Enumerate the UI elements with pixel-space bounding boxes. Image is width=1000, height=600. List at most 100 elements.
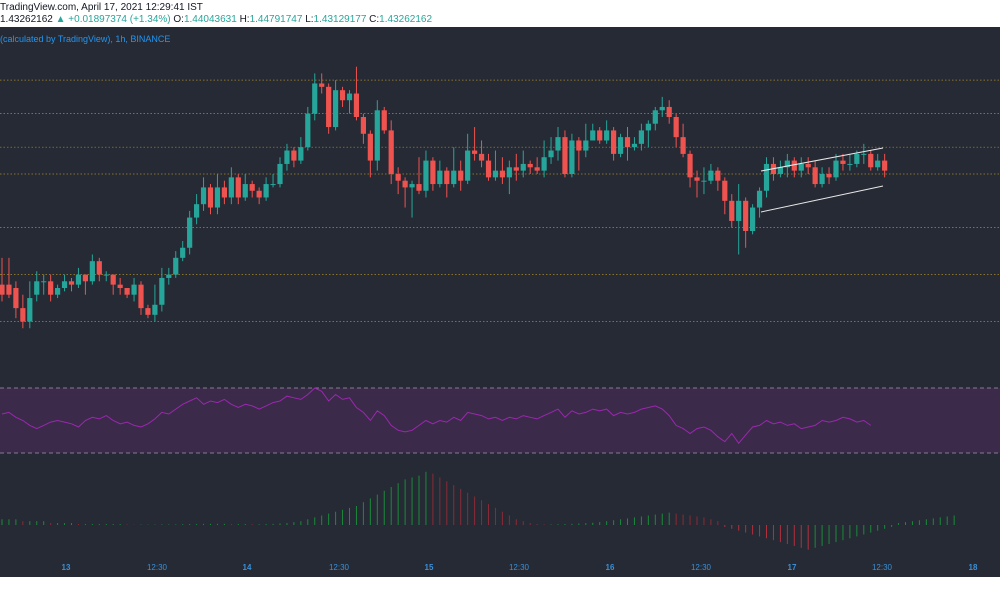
- candle-body: [20, 308, 26, 322]
- candle-body: [180, 247, 186, 258]
- candle-body: [673, 117, 679, 138]
- candle-body: [367, 133, 373, 161]
- candle-body: [221, 187, 227, 198]
- candle-body: [110, 274, 116, 285]
- candle-body: [513, 167, 519, 171]
- x-axis-label: 17: [788, 563, 797, 572]
- candle-body: [48, 281, 54, 295]
- header: TradingView.com, April 17, 2021 12:29:41…: [0, 0, 1000, 27]
- candle-body: [131, 284, 137, 295]
- candle-body: [124, 288, 130, 295]
- candle-body: [326, 86, 332, 128]
- candle-body: [235, 177, 241, 198]
- x-axis-label: 12:30: [691, 563, 712, 572]
- ohlc-readout: 1.43262162 ▲ +0.01897374 (+1.34%) O: 1.44…: [0, 14, 432, 26]
- candle-body: [694, 177, 700, 181]
- candle-body: [298, 147, 304, 161]
- candle-body: [437, 170, 443, 185]
- candle-body: [631, 143, 638, 148]
- candle-body: [708, 170, 714, 181]
- candle-body: [812, 167, 818, 185]
- candle-body: [277, 163, 283, 185]
- candle-body: [527, 163, 533, 168]
- candle-body: [645, 123, 651, 131]
- candle-body: [173, 257, 179, 275]
- candle-body: [89, 261, 95, 282]
- x-axis-label: 14: [243, 563, 252, 572]
- candle-body: [270, 184, 276, 186]
- last-price: 1.43262162: [0, 14, 53, 25]
- candle-body: [652, 110, 658, 124]
- candle-body: [312, 83, 318, 114]
- candle-body: [826, 174, 832, 178]
- candle-body: [478, 153, 485, 161]
- candle-body: [506, 167, 512, 178]
- candle-body: [263, 184, 269, 198]
- candle-body: [416, 184, 422, 191]
- candle-body: [597, 130, 603, 141]
- open-label: O:: [173, 14, 184, 25]
- candle-body: [27, 298, 33, 322]
- candle-body: [798, 163, 804, 171]
- candle-body: [0, 284, 5, 295]
- candle-body: [159, 277, 165, 305]
- candle-body: [187, 217, 193, 248]
- x-axis: 13 12:30 14 12:30 15 12:30 16 12:30 17 12:30 18: [62, 563, 978, 572]
- candle-body: [152, 304, 158, 315]
- candle-body: [103, 274, 109, 276]
- candle-body: [666, 106, 672, 117]
- candle-body: [590, 130, 596, 141]
- x-axis-label: 15: [425, 563, 434, 572]
- candle-body: [624, 137, 631, 148]
- x-axis-label: 12:30: [147, 563, 168, 572]
- candle-body: [333, 90, 339, 128]
- candle-body: [777, 167, 783, 174]
- candle-body: [117, 284, 123, 288]
- candle-body: [395, 174, 401, 181]
- candle-body: [541, 157, 547, 171]
- candle-body: [444, 170, 450, 185]
- candle-body: [499, 170, 505, 178]
- candle-body: [353, 93, 360, 117]
- x-axis-label: 13: [62, 563, 71, 572]
- price-change: ▲ +0.01897374 (+1.34%): [55, 14, 171, 25]
- candle-body: [750, 207, 756, 231]
- rsi-band: [0, 388, 1000, 453]
- candle-body: [548, 150, 554, 158]
- candle-body: [791, 160, 797, 171]
- high-value: 1.44791747: [249, 14, 303, 25]
- candle-body: [763, 163, 770, 191]
- candle-body: [228, 177, 234, 198]
- candle-body: [402, 180, 408, 188]
- candle-body: [423, 160, 429, 191]
- candle-body: [555, 137, 561, 151]
- candle-body: [458, 170, 464, 181]
- bottom-strip: [0, 577, 1000, 600]
- candle-body: [715, 170, 721, 181]
- chart-area[interactable]: [0, 27, 1000, 577]
- candle-body: [96, 261, 102, 275]
- candle-body: [319, 83, 325, 87]
- candle-body: [284, 150, 290, 164]
- candle-body: [166, 274, 172, 278]
- candle-body: [875, 160, 881, 168]
- candles: [0, 66, 888, 329]
- candle-body: [430, 160, 436, 185]
- candle-body: [833, 160, 839, 178]
- x-axis-label: 12:30: [872, 563, 893, 572]
- x-axis-label: 18: [969, 563, 978, 572]
- candle-body: [722, 180, 728, 201]
- candle-body: [388, 130, 394, 174]
- candle-body: [756, 190, 763, 208]
- candle-body: [617, 137, 624, 154]
- x-axis-label: 16: [606, 563, 615, 572]
- candle-body: [451, 170, 457, 185]
- candle-body: [145, 308, 151, 315]
- candle-body: [214, 187, 221, 208]
- horizontal-levels: [0, 79, 1000, 322]
- candle-body: [256, 190, 262, 198]
- candle-body: [381, 110, 387, 131]
- candle-body: [374, 110, 380, 161]
- candle-body: [638, 130, 644, 144]
